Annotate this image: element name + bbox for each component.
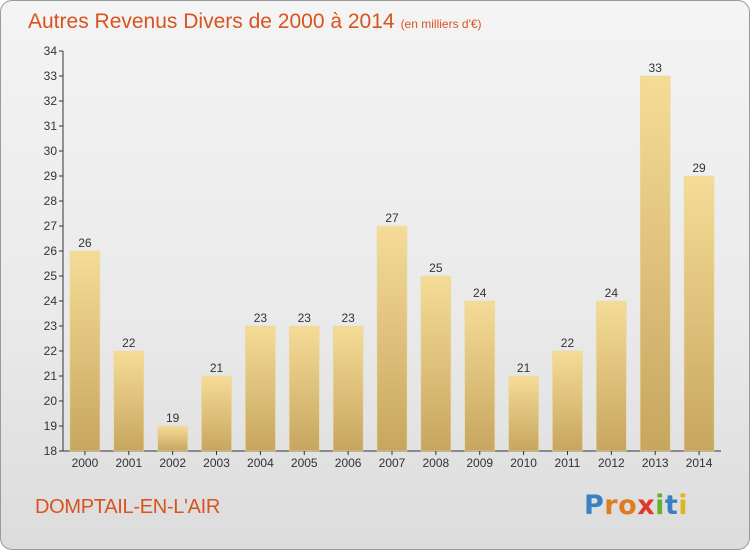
bar-value-label: 25 xyxy=(429,261,443,275)
bar xyxy=(113,350,145,452)
bar-value-label: 24 xyxy=(605,286,619,300)
bar xyxy=(639,75,671,452)
x-tick-label: 2005 xyxy=(291,456,318,470)
bar-value-label: 23 xyxy=(341,311,355,325)
y-tick-label: 27 xyxy=(44,219,58,233)
x-tick-label: 2009 xyxy=(466,456,493,470)
bar xyxy=(157,425,188,452)
y-tick-label: 33 xyxy=(44,69,58,83)
y-tick-label: 30 xyxy=(44,144,58,158)
x-tick-label: 2001 xyxy=(115,456,142,470)
y-tick-label: 31 xyxy=(44,119,58,133)
y-tick-label: 28 xyxy=(44,194,58,208)
bar-value-label: 23 xyxy=(298,311,312,325)
bar-value-label: 27 xyxy=(385,211,399,225)
commune-name: DOMPTAIL-EN-L'AIR xyxy=(35,496,221,518)
logo-letter: o xyxy=(618,490,638,521)
bar xyxy=(332,325,364,452)
y-tick-label: 22 xyxy=(44,344,58,358)
bar xyxy=(464,300,495,452)
bar-value-label: 21 xyxy=(517,361,531,375)
bar xyxy=(245,325,276,452)
x-tick-label: 2011 xyxy=(555,456,581,470)
bar-value-label: 29 xyxy=(692,161,706,175)
bar-value-label: 23 xyxy=(254,311,268,325)
x-tick-label: 2006 xyxy=(335,456,362,470)
x-tick-label: 2003 xyxy=(203,456,230,470)
bar-value-label: 24 xyxy=(473,286,487,300)
y-tick-label: 34 xyxy=(44,44,58,58)
x-tick-label: 2002 xyxy=(159,456,186,470)
bar-value-label: 22 xyxy=(561,336,575,350)
y-tick-label: 24 xyxy=(44,294,58,308)
y-tick-label: 21 xyxy=(44,369,58,383)
bar xyxy=(420,275,452,452)
logo-letter: P xyxy=(584,490,605,521)
bar xyxy=(552,350,583,452)
bar xyxy=(596,300,627,452)
y-tick-label: 18 xyxy=(44,444,58,458)
bar-value-label: 26 xyxy=(78,236,92,250)
x-tick-label: 2000 xyxy=(72,456,99,470)
x-tick-label: 2004 xyxy=(247,456,274,470)
y-tick-label: 29 xyxy=(44,169,58,183)
bar-value-label: 19 xyxy=(166,411,180,425)
chart-subtitle: (en milliers d'€) xyxy=(400,17,482,31)
bar xyxy=(683,175,715,452)
y-tick-label: 25 xyxy=(44,269,58,283)
chart-title: Autres Revenus Divers de 2000 à 2014 (en … xyxy=(28,10,482,34)
x-tick-label: 2010 xyxy=(510,456,537,470)
y-tick-label: 19 xyxy=(44,419,58,433)
bar xyxy=(69,250,101,452)
x-tick-label: 2008 xyxy=(423,456,450,470)
bar-value-label: 33 xyxy=(649,61,663,75)
x-tick-label: 2012 xyxy=(598,456,625,470)
y-tick-label: 20 xyxy=(44,394,58,408)
bar-value-label: 22 xyxy=(122,336,136,350)
bar xyxy=(376,225,408,452)
x-tick-label: 2014 xyxy=(686,456,713,470)
bar xyxy=(289,325,320,452)
proxiti-logo: Proxiti xyxy=(584,490,688,521)
logo-letter: x xyxy=(637,490,656,521)
chart-title-text: Autres Revenus Divers de 2000 à 2014 xyxy=(28,10,395,33)
bar-value-label: 21 xyxy=(210,361,224,375)
x-tick-label: 2007 xyxy=(379,456,406,470)
x-tick-label: 2013 xyxy=(642,456,669,470)
logo-letter: i xyxy=(655,490,665,521)
y-tick-label: 23 xyxy=(44,319,58,333)
bar xyxy=(508,375,539,452)
y-tick-label: 32 xyxy=(44,94,58,108)
bar xyxy=(201,375,232,452)
logo-letter: t xyxy=(664,490,679,521)
logo-letter: i xyxy=(678,490,689,521)
y-tick-label: 26 xyxy=(44,244,58,258)
logo-letter: r xyxy=(604,490,619,521)
